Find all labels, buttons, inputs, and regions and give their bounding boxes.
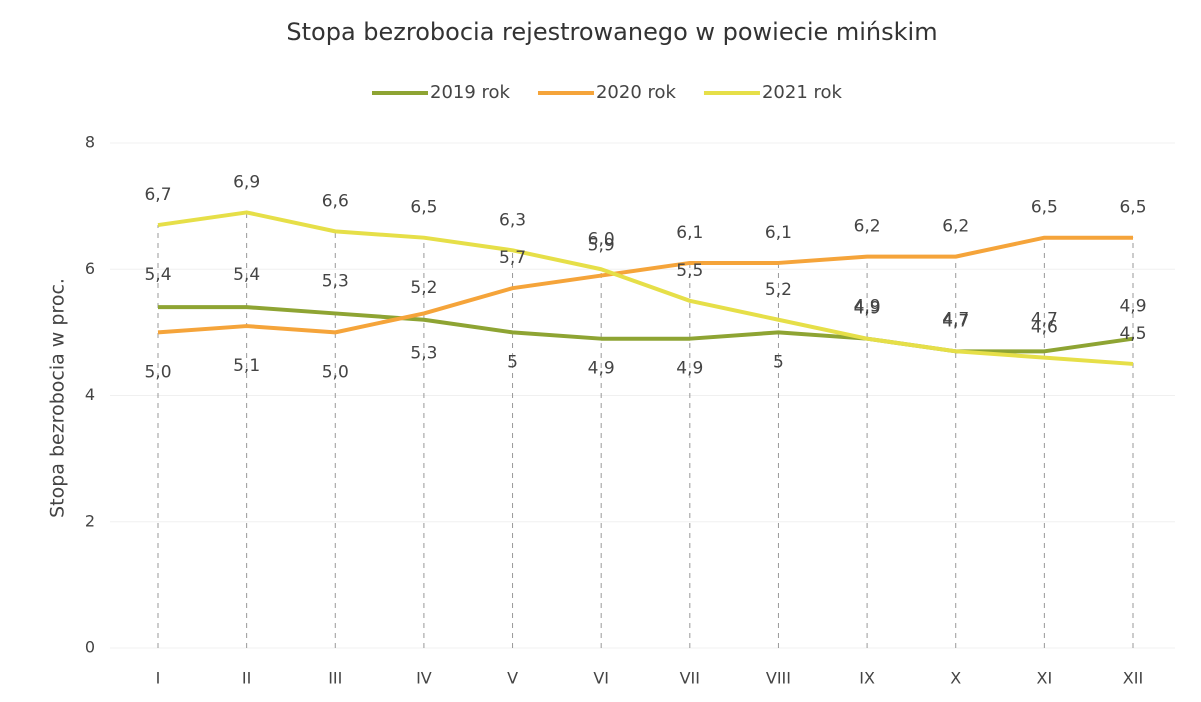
data-label: 6,0 [588,229,615,249]
data-label: 6,5 [1031,198,1058,218]
data-label: 5,3 [322,271,349,291]
legend-item: 2021 rok [703,82,843,103]
data-label: 5,4 [144,265,171,285]
x-tick-label: XI [1037,669,1053,688]
legend-label: 2020 rok [596,82,677,103]
y-tick-label: 0 [85,638,95,657]
data-label: 4,9 [1119,297,1146,317]
data-label: 5,0 [144,362,171,382]
series-line [157,210,1134,366]
data-label: 6,2 [942,217,969,237]
data-label: 5,4 [233,265,260,285]
data-label: 6,1 [765,223,792,243]
data-label: 5,9 [588,236,615,256]
y-tick-label: 2 [85,511,95,530]
data-label: 5,3 [410,343,437,363]
legend-item: 2019 rok [372,82,511,103]
data-label: 6,5 [410,198,437,218]
x-tick-label: XII [1123,669,1143,688]
x-tick-label: V [507,669,518,688]
y-tick-label: 6 [85,259,95,278]
x-tick-label: VIII [766,669,791,688]
data-label: 5,5 [676,261,703,281]
data-label: 4,5 [1119,324,1146,344]
legend-label: 2019 rok [430,82,511,103]
data-label: 6,7 [144,185,171,205]
legend-label: 2021 rok [762,82,843,103]
data-label: 4,9 [588,359,615,379]
data-label: 6,9 [233,172,260,192]
x-tick-label: II [242,669,251,688]
legend: 2019 rok 2020 rok 2021 rok [372,82,843,103]
data-label: 5,2 [410,278,437,298]
x-tick-label: IX [859,669,875,688]
data-label: 6,6 [322,191,349,211]
data-label: 4,9 [854,297,881,317]
data-label: 5,1 [233,356,260,376]
data-label: 5 [773,352,784,372]
data-label: 6,2 [854,217,881,237]
data-label: 4,7 [942,309,969,329]
data-label: 5,0 [322,362,349,382]
data-label: 4,6 [1031,318,1058,338]
data-label: 6,1 [676,223,703,243]
data-label: 5,7 [499,248,526,268]
y-tick-label: 4 [85,385,95,404]
y-tick-label: 8 [85,133,95,152]
data-label: 4,7 [1031,309,1058,329]
data-label: 4,9 [854,299,881,319]
x-tick-label: I [156,669,161,688]
x-tick-label: III [328,669,342,688]
series-line [157,235,1133,335]
legend-item: 2020 rok [537,82,677,103]
data-label: 6,5 [1119,198,1146,218]
data-label: 4,9 [676,359,703,379]
data-label: 5 [507,352,518,372]
data-label: 5,2 [765,280,792,300]
x-tick-label: VII [680,669,700,688]
data-label: 6,3 [499,210,526,230]
y-axis-label: Stopa bezrobocia w proc. [47,278,69,518]
data-label: 4,7 [942,311,969,331]
x-tick-label: IV [416,669,432,688]
chart-title: Stopa bezrobocia rejestrowanego w powiec… [286,18,937,46]
x-tick-label: VI [593,669,609,688]
x-tick-label: X [950,669,961,688]
